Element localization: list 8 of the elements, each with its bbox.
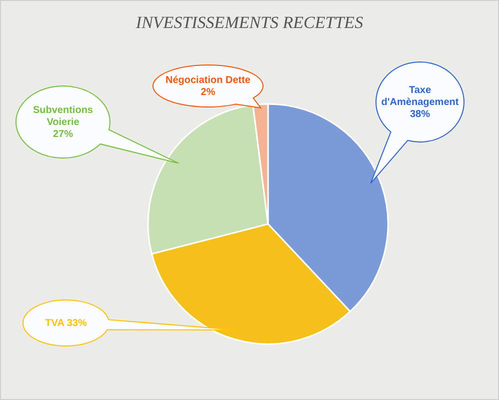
data-label: 27% — [52, 128, 74, 140]
slice-label: Subventions Voierie — [32, 104, 94, 128]
slice-label: Négociation Dette — [165, 74, 251, 86]
chart-title: INVESTISSEMENTS RECETTES — [134, 13, 364, 32]
slice-label: Taxe d'Amènagement — [381, 84, 460, 108]
slice-label: TVA 33% — [45, 318, 87, 328]
data-label: 2% — [200, 86, 216, 98]
data-label: 38% — [410, 108, 430, 120]
